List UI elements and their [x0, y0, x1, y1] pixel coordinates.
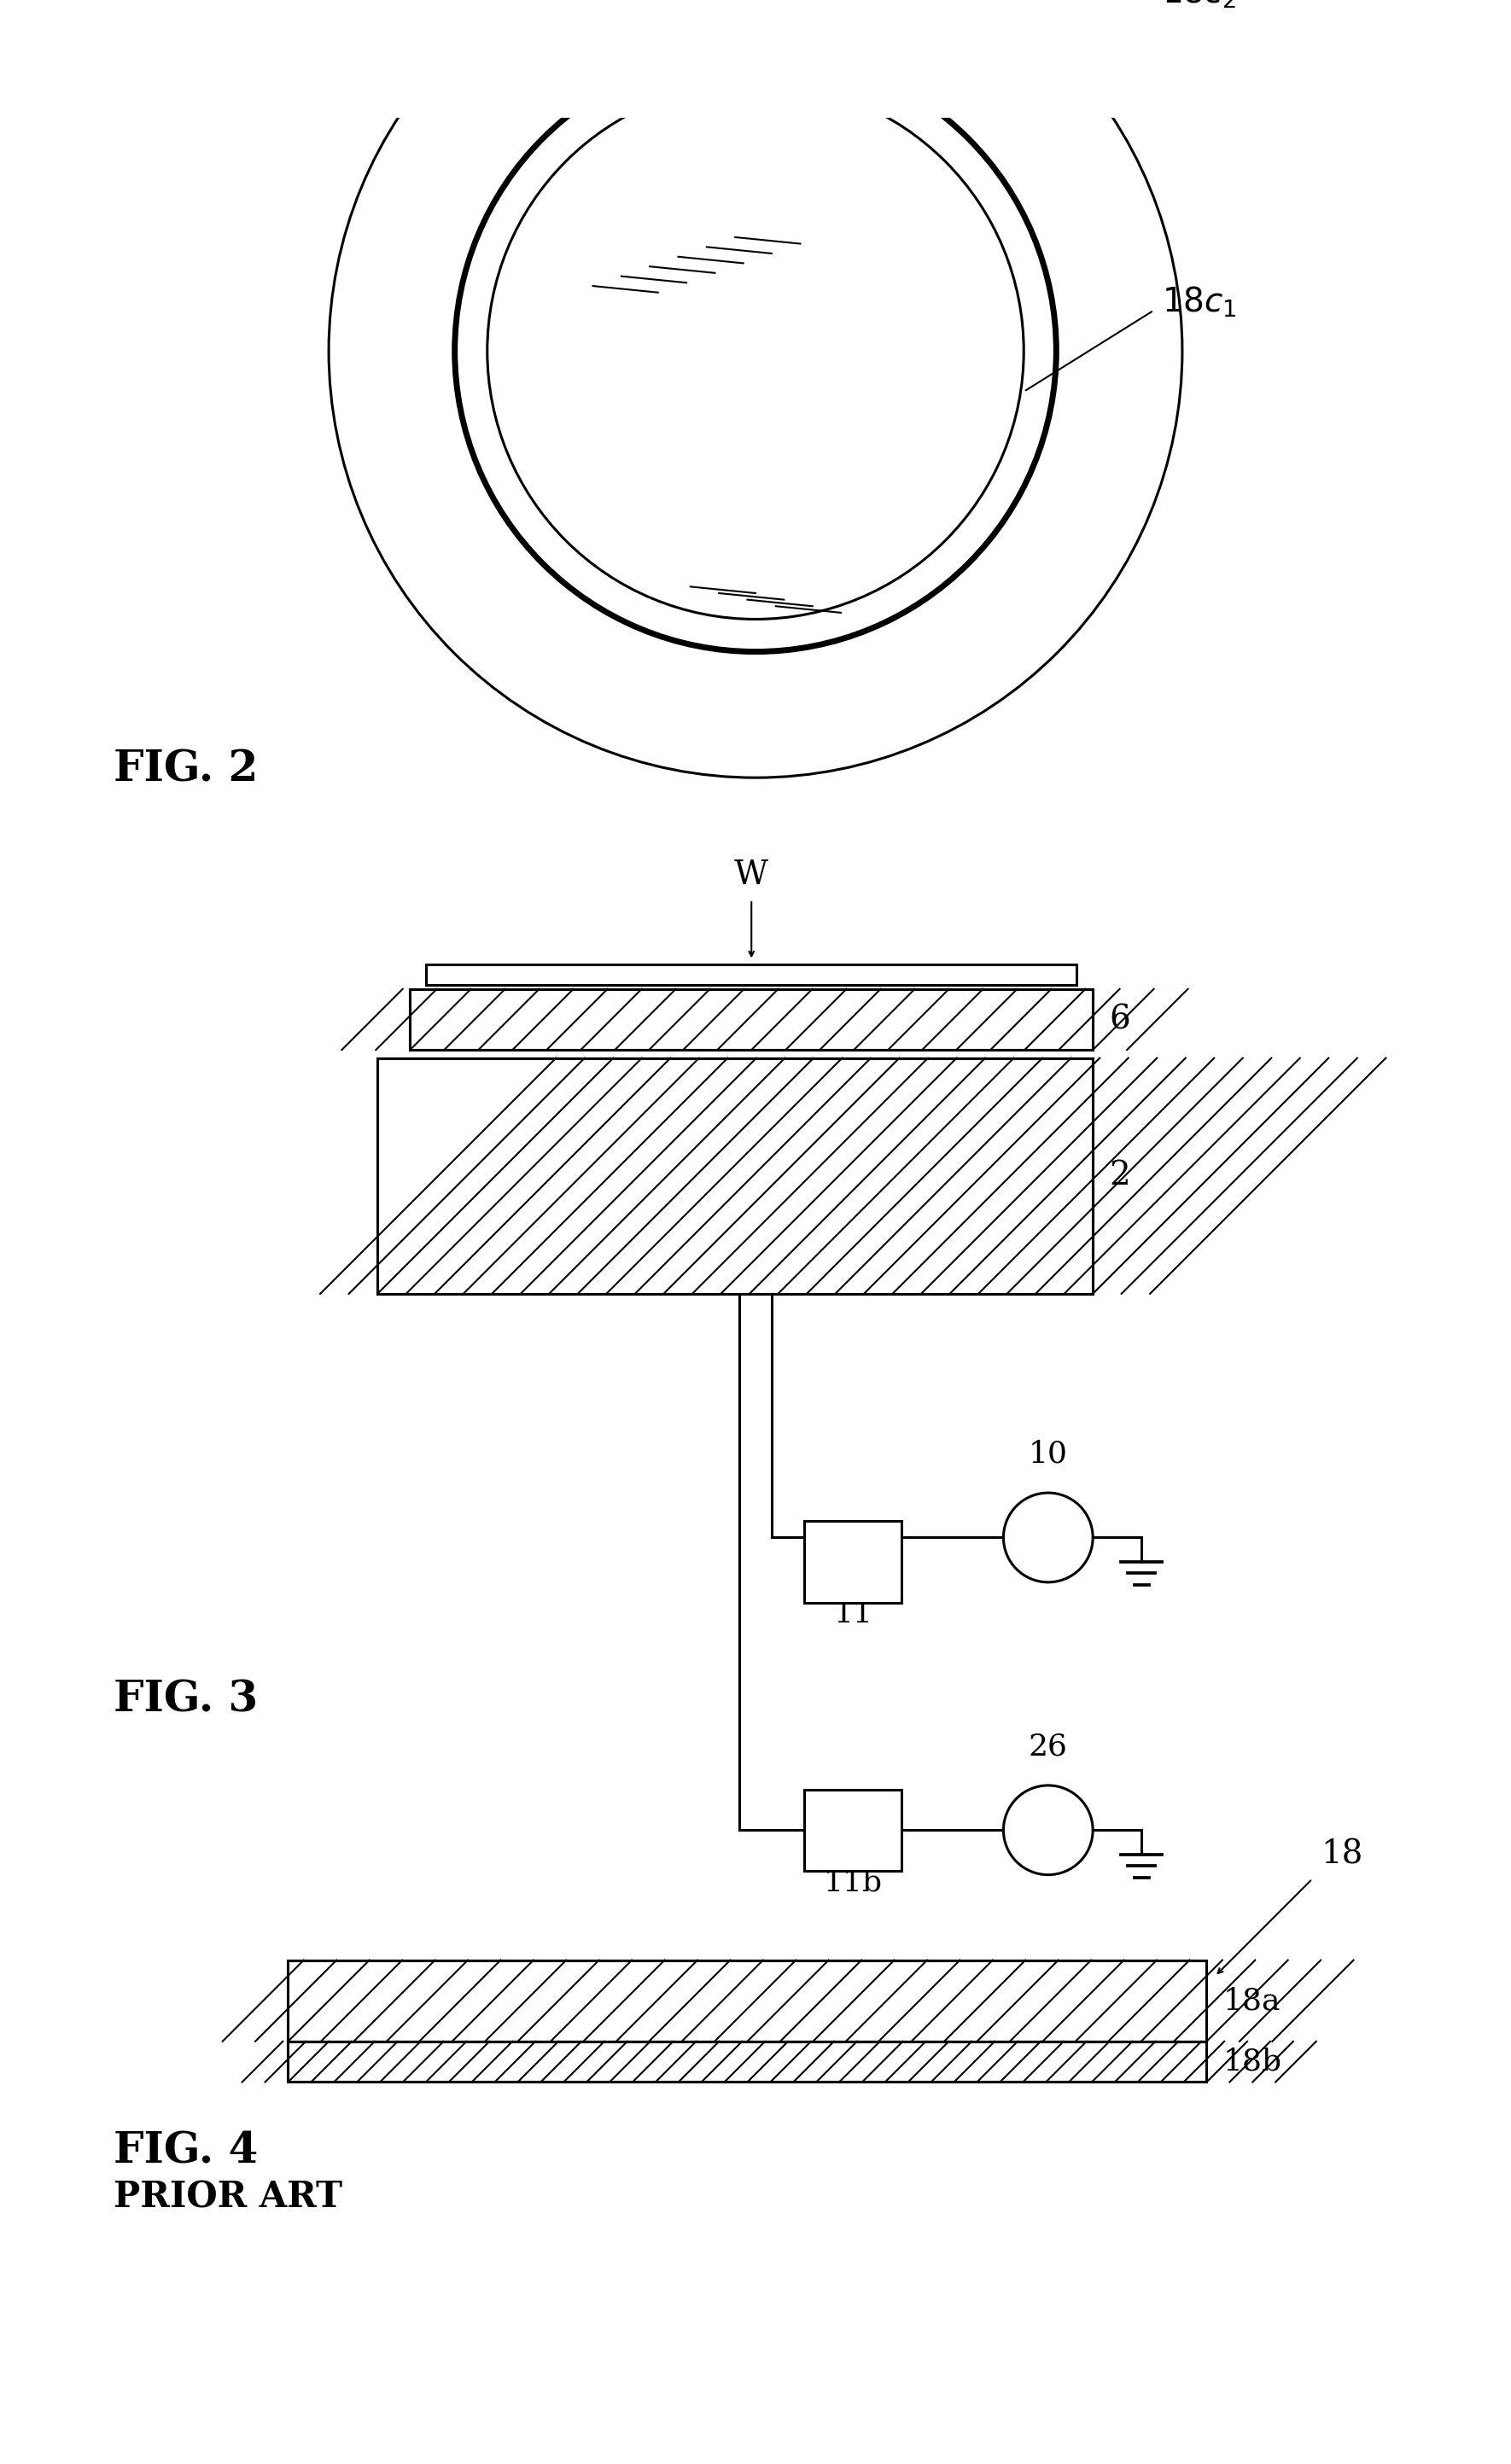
Text: W: W [734, 860, 769, 892]
Ellipse shape [329, 0, 1182, 779]
Text: PRIOR ART: PRIOR ART [113, 2181, 341, 2215]
Text: 6: 6 [1109, 1003, 1130, 1035]
Ellipse shape [487, 84, 1024, 618]
Bar [409, 988, 1092, 1050]
Bar [289, 1961, 1207, 2040]
Bar [426, 963, 1076, 986]
Bar [378, 1057, 1092, 1294]
Bar [289, 2040, 1207, 2082]
Bar [289, 1961, 1207, 2040]
Text: FIG. 2: FIG. 2 [113, 749, 258, 791]
Text: 18a: 18a [1222, 1986, 1280, 2016]
Bar [409, 988, 1092, 1050]
Text: FIG. 3: FIG. 3 [113, 1678, 258, 1720]
Bar [804, 1789, 902, 1870]
Bar [804, 1520, 902, 1602]
Text: 2: 2 [1109, 1161, 1130, 1193]
Ellipse shape [455, 49, 1056, 650]
Text: FIG. 4: FIG. 4 [113, 2131, 258, 2173]
Bar [289, 2040, 1207, 2082]
Text: 18b: 18b [1222, 2048, 1281, 2077]
Text: 11: 11 [834, 1599, 873, 1629]
Text: $18c_1$: $18c_1$ [1162, 286, 1238, 320]
Text: 11b: 11b [823, 1868, 882, 1897]
Circle shape [1003, 1493, 1092, 1582]
Bar [378, 1057, 1092, 1294]
Bar [289, 1961, 1207, 2040]
Bar [409, 988, 1092, 1050]
Circle shape [1003, 1786, 1092, 1875]
Bar [289, 2040, 1207, 2082]
Text: 10: 10 [1029, 1439, 1068, 1469]
Text: $18c_2$: $18c_2$ [1162, 0, 1236, 10]
Text: 26: 26 [1029, 1732, 1068, 1762]
Bar [378, 1057, 1092, 1294]
Text: 18: 18 [1321, 1838, 1363, 1870]
